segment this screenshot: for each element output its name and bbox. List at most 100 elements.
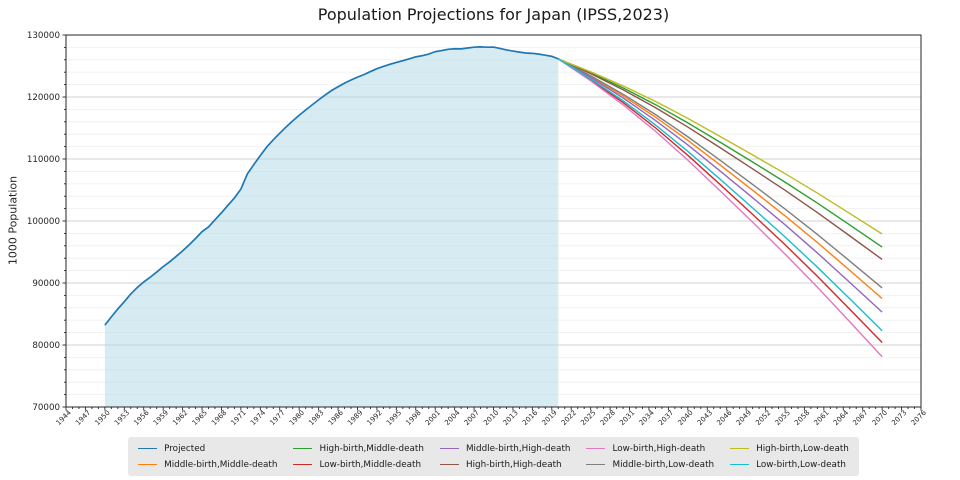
x-tick-label: 2001: [424, 409, 442, 427]
legend-label: Projected: [164, 443, 206, 454]
x-tick-label: 2016: [521, 408, 540, 427]
legend-item-middle-birth-low-death: Middle-birth,Low-death: [586, 460, 714, 470]
x-tick-label: 2046: [715, 408, 734, 427]
x-tick-label: 2049: [735, 409, 753, 427]
x-tick-label: 2055: [774, 409, 792, 427]
legend-label: Middle-birth,High-death: [465, 443, 571, 454]
x-tick-label: 1971: [230, 409, 248, 427]
x-tick-label: 1956: [132, 408, 151, 427]
legend-label: High-birth,High-death: [465, 459, 562, 470]
legend-item-low-birth-middle-death: Low-birth,Middle-death: [293, 460, 424, 470]
legend-label: High-birth,Low-death: [756, 443, 849, 454]
x-tick-label: 1989: [346, 409, 364, 427]
projection-line-middle-birth-high-death: [557, 58, 883, 313]
x-tick-label: 2067: [851, 409, 869, 427]
legend-swatch-icon: [439, 448, 459, 449]
x-tick-label: 1998: [404, 409, 422, 427]
x-tick-label: 2007: [463, 409, 481, 427]
x-tick-label: 2076: [910, 408, 929, 427]
x-tick-label: 1992: [366, 409, 384, 427]
x-tick-label: 2022: [560, 409, 578, 427]
legend-item-high-birth-middle-death: High-birth,Middle-death: [293, 444, 424, 454]
x-tick-label: 1959: [152, 409, 170, 427]
x-tick-label: 2073: [890, 409, 908, 427]
legend-swatch-icon: [293, 448, 313, 449]
y-tick-label: 70000: [32, 403, 60, 413]
projection-line-low-birth-high-death: [557, 58, 883, 358]
legend-swatch-icon: [730, 464, 750, 465]
x-axis-ticks: [65, 407, 922, 411]
y-tick-label: 120000: [27, 93, 60, 103]
x-tick-label: 2061: [812, 409, 830, 427]
x-tick-label: 2034: [638, 408, 657, 427]
legend-item-low-birth-high-death: Low-birth,High-death: [586, 444, 714, 454]
x-tick-label: 1965: [191, 409, 209, 427]
y-tick-label: 130000: [27, 31, 60, 41]
x-tick-label: 2031: [618, 409, 636, 427]
x-tick-label: 1980: [288, 409, 306, 427]
legend-swatch-icon: [138, 464, 158, 465]
legend-wrap: Projected Middle-birth,Middle-death High-b…: [66, 437, 921, 476]
legend-item-middle-birth-high-death: Middle-birth,High-death: [439, 443, 571, 454]
x-tick-label: 2010: [482, 409, 500, 427]
projection-line-low-birth-middle-death: [557, 58, 883, 344]
projection-line-middle-birth-middle-death: [557, 58, 883, 300]
projection-line-middle-birth-low-death: [557, 58, 883, 289]
x-tick-label: 1962: [171, 409, 189, 427]
projection-line-high-birth-high-death: [557, 58, 883, 261]
y-tick-label: 80000: [32, 341, 60, 351]
legend-label: Low-birth,Middle-death: [319, 459, 422, 470]
y-axis-ticks: [62, 34, 66, 408]
x-tick-label: 1947: [74, 409, 92, 427]
projection-line-high-birth-middle-death: [557, 58, 883, 248]
legend-item-projected: Projected: [138, 444, 277, 454]
chart-title: Population Projections for Japan (IPSS,2…: [317, 5, 670, 24]
legend-swatch-icon: [730, 448, 750, 449]
x-tick-label: 2052: [754, 409, 772, 427]
y-axis-tick-labels: 70000 80000 90000 100000 110000 120000 130000: [27, 31, 60, 413]
y-tick-label: 90000: [32, 279, 60, 289]
x-tick-label: 2040: [676, 409, 694, 427]
x-tick-label: 2004: [443, 408, 462, 427]
x-tick-label: 2025: [579, 409, 597, 427]
legend-label: Low-birth,High-death: [612, 443, 706, 454]
x-tick-label: 2064: [832, 408, 851, 427]
projection-lines: [557, 58, 883, 358]
legend-label: High-birth,Middle-death: [319, 443, 424, 454]
x-tick-label: 1977: [268, 409, 286, 427]
legend-item-middle-birth-middle-death: Middle-birth,Middle-death: [138, 460, 277, 470]
x-tick-label: 1950: [94, 409, 112, 427]
projected-line: [104, 46, 559, 326]
legend-swatch-icon: [138, 448, 158, 449]
x-tick-label: 2028: [599, 409, 617, 427]
historical-line: [104, 46, 559, 326]
projection-line-low-birth-low-death: [557, 58, 883, 332]
legend-swatch-icon: [293, 464, 313, 465]
x-tick-label: 1974: [249, 408, 268, 427]
x-tick-label: 1953: [113, 409, 131, 427]
x-tick-label: 1995: [385, 409, 403, 427]
y-tick-label: 110000: [27, 155, 60, 165]
legend: Projected Middle-birth,Middle-death High-b…: [128, 437, 859, 476]
x-tick-label: 2070: [871, 409, 889, 427]
legend-swatch-icon: [586, 464, 606, 465]
x-tick-label: 2013: [502, 409, 520, 427]
x-tick-label: 2037: [657, 409, 675, 427]
legend-label: Middle-birth,Low-death: [612, 459, 715, 470]
legend-item-low-birth-low-death: Low-birth,Low-death: [730, 460, 849, 470]
historical-fill-area: [104, 46, 559, 407]
y-tick-label: 100000: [27, 217, 60, 227]
projection-line-high-birth-low-death: [558, 58, 883, 235]
x-tick-label: 2058: [793, 409, 811, 427]
legend-label: Middle-birth,Middle-death: [164, 459, 278, 470]
legend-label: Low-birth,Low-death: [756, 459, 846, 470]
x-tick-label: 1983: [307, 409, 325, 427]
legend-swatch-icon: [439, 464, 459, 465]
legend-item-high-birth-low-death: High-birth,Low-death: [730, 444, 849, 454]
x-axis-tick-labels: 1944 1947 1950 1953 1956 1959 1962 1965 1968 1971…: [55, 408, 929, 427]
x-tick-label: 1968: [210, 409, 228, 427]
x-tick-label: 1986: [327, 408, 346, 427]
legend-item-high-birth-high-death: High-birth,High-death: [439, 459, 571, 470]
